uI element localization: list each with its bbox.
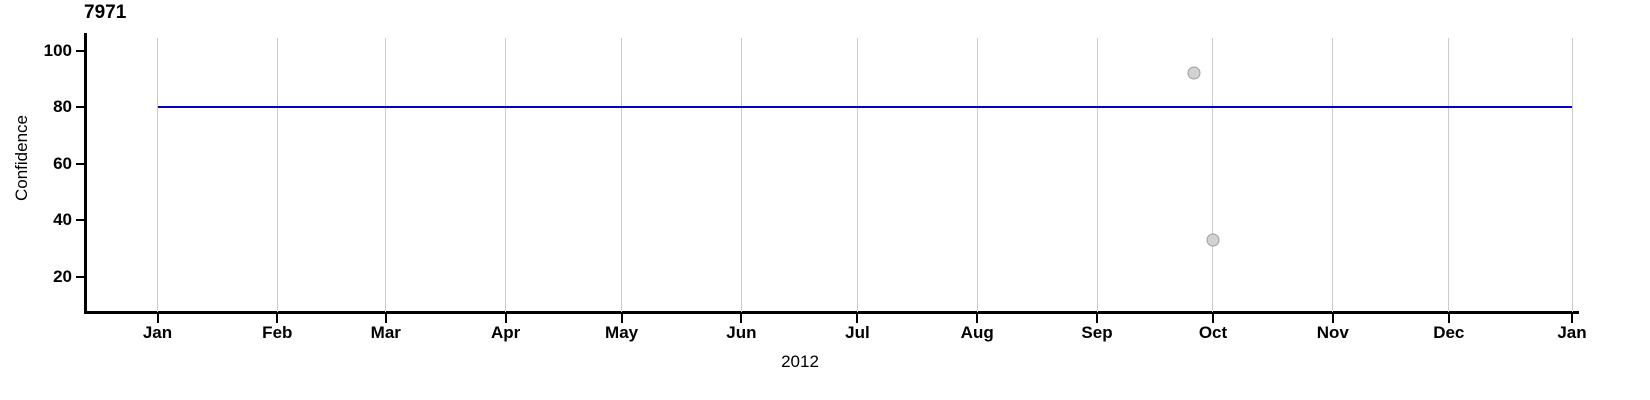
gridline-dec-11 — [1448, 38, 1450, 312]
gridline-jul-6 — [856, 38, 858, 312]
x-tick-mark-0 — [156, 314, 159, 323]
gridline-sep-8 — [1096, 38, 1098, 312]
x-tick-mark-12 — [1571, 314, 1573, 323]
gridline-apr-3 — [505, 38, 507, 312]
x-tick-mark-9 — [1211, 314, 1214, 323]
x-tick-mark-3 — [504, 314, 507, 323]
gridline-jan-0 — [157, 38, 158, 312]
x-tick-label-4: May — [605, 323, 639, 342]
x-tick-label-6: Jul — [845, 323, 870, 342]
x-tick-mark-6 — [856, 314, 859, 323]
y-tick-label-80: 80 — [53, 97, 72, 117]
x-tick-label-1: Feb — [262, 323, 293, 342]
x-tick-label-2: Mar — [370, 323, 401, 342]
x-tick-mark-5 — [740, 314, 743, 323]
y-tick-label-60: 60 — [53, 153, 72, 173]
x-tick-label-11: Dec — [1433, 323, 1465, 342]
x-tick-label-12: Jan — [1557, 323, 1587, 342]
y-tick-mark-40 — [76, 219, 85, 222]
threshold-line — [157, 106, 1572, 109]
y-tick-label-20: 20 — [53, 266, 72, 286]
gridline-mar-2 — [385, 38, 387, 312]
data-point[interactable] — [1187, 66, 1201, 80]
gridline-jan-12 — [1571, 38, 1573, 312]
x-tick-label-5: Jun — [726, 323, 757, 342]
x-tick-mark-4 — [620, 314, 623, 323]
x-tick-mark-7 — [976, 314, 979, 323]
gridline-nov-10 — [1332, 38, 1334, 312]
x-tick-label-8: Sep — [1081, 323, 1113, 342]
x-axis-label: 2012 — [781, 352, 819, 371]
x-tick-mark-10 — [1331, 314, 1334, 323]
x-tick-label-7: Aug — [960, 323, 994, 342]
x-tick-mark-2 — [384, 314, 387, 323]
gridline-aug-7 — [976, 38, 978, 312]
x-tick-mark-8 — [1096, 314, 1098, 323]
y-axis-line — [84, 33, 87, 314]
y-tick-label-100: 100 — [43, 40, 72, 60]
data-point[interactable] — [1206, 233, 1220, 247]
gridline-may-4 — [621, 38, 623, 312]
x-tick-label-9: Oct — [1198, 323, 1228, 342]
x-tick-label-10: Nov — [1316, 323, 1349, 342]
y-tick-label-40: 40 — [53, 210, 72, 230]
chart-title: 7971 — [84, 2, 127, 23]
y-tick-mark-20 — [76, 275, 85, 278]
y-tick-mark-100 — [76, 49, 85, 52]
gridline-oct-9 — [1212, 38, 1214, 312]
y-tick-mark-60 — [76, 162, 85, 165]
x-tick-label-0: Jan — [142, 323, 173, 342]
x-tick-mark-1 — [276, 314, 279, 323]
x-tick-mark-11 — [1447, 314, 1450, 323]
gridline-feb-1 — [276, 38, 278, 312]
x-axis-line — [84, 311, 1579, 314]
x-tick-label-3: Apr — [490, 323, 521, 342]
gridline-jun-5 — [740, 38, 742, 312]
y-tick-mark-80 — [76, 106, 85, 109]
